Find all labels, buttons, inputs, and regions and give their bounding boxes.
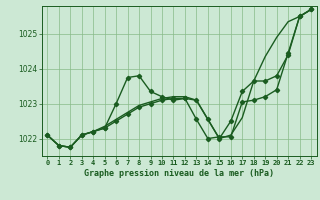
X-axis label: Graphe pression niveau de la mer (hPa): Graphe pression niveau de la mer (hPa)	[84, 169, 274, 178]
